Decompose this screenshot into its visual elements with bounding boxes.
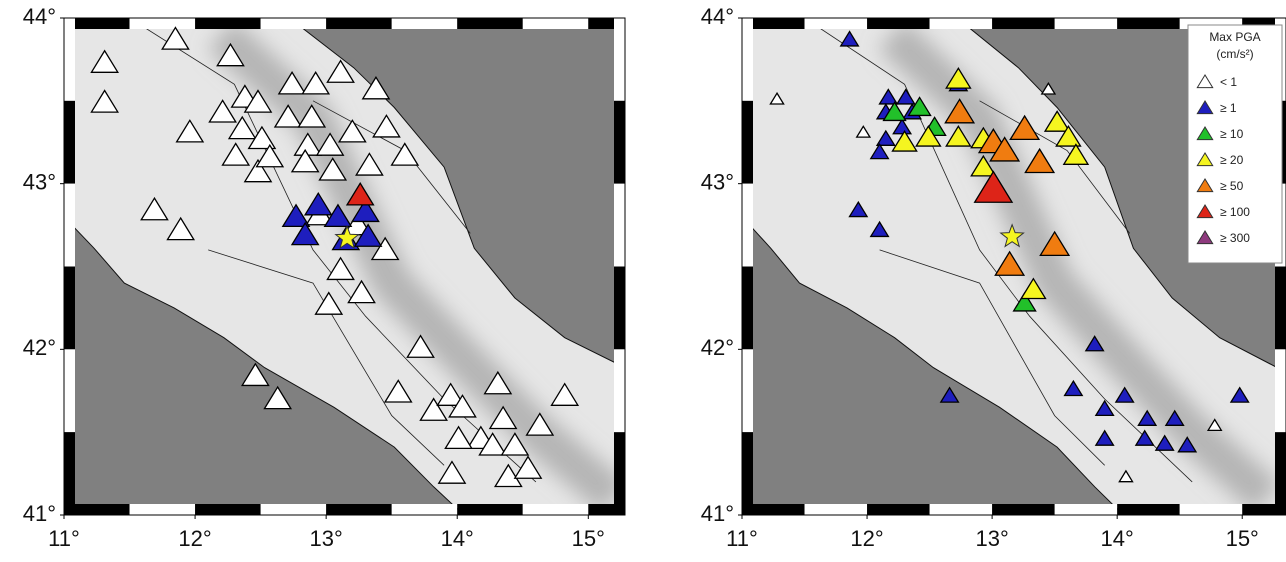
y-tick-label: 43° [23, 169, 56, 194]
frame-bar [64, 184, 75, 267]
frame-bar [64, 101, 75, 184]
frame-bar [64, 18, 75, 101]
x-tick-label: 12° [850, 526, 883, 551]
legend-label: ≥ 1 [1220, 101, 1237, 115]
legend-label: ≥ 300 [1220, 231, 1250, 245]
frame-bar [1275, 432, 1286, 515]
frame-bar [742, 184, 753, 267]
legend-label: < 1 [1220, 75, 1237, 89]
frame-bar [742, 349, 753, 432]
y-tick-label: 41° [701, 501, 734, 526]
x-tick-label: 14° [1101, 526, 1134, 551]
legend-title: Max PGA [1209, 30, 1260, 44]
legend-label: ≥ 100 [1220, 205, 1250, 219]
frame-bar [64, 432, 75, 515]
frame-bar [523, 504, 589, 515]
frame-bar [992, 18, 1055, 29]
frame-bar [614, 18, 625, 101]
y-tick-label: 43° [701, 169, 734, 194]
frame-bar [1180, 504, 1243, 515]
frame-bar [130, 18, 196, 29]
frame-bar [805, 18, 868, 29]
legend-label: ≥ 20 [1220, 153, 1244, 167]
y-tick-label: 44° [701, 4, 734, 29]
frame-bar [930, 504, 993, 515]
frame-bar [1275, 267, 1286, 350]
x-tick-label: 13° [975, 526, 1008, 551]
frame-bar [805, 504, 868, 515]
frame-bar [742, 18, 753, 101]
x-tick-label: 13° [310, 526, 343, 551]
frame-bar [326, 18, 392, 29]
frame-bar [742, 267, 753, 350]
figure: 11° 12° 13° 14° 15° 41° 42° 43° 44° 11° 12° 13° 14° 1… [0, 0, 1286, 557]
y-tick-label: 44° [23, 4, 56, 29]
frame-bar [195, 504, 261, 515]
frame-bar [1055, 504, 1118, 515]
frame-bar [614, 101, 625, 184]
x-tick-label: 11° [726, 526, 758, 551]
frame-bar [261, 504, 327, 515]
frame-bar [1275, 349, 1286, 432]
frame-bar [614, 349, 625, 432]
frame-bar [64, 349, 75, 432]
x-tick-label: 12° [178, 526, 211, 551]
frame-bar [1117, 18, 1180, 29]
frame-bar [742, 432, 753, 515]
frame-bar [867, 504, 930, 515]
frame-bar [523, 18, 589, 29]
frame-bar [867, 18, 930, 29]
frame-bar [261, 18, 327, 29]
frame-bar [392, 18, 458, 29]
x-tick-label: 15° [572, 526, 605, 551]
frame-bar [1117, 504, 1180, 515]
frame-bar [614, 432, 625, 515]
frame-bar [1055, 18, 1118, 29]
frame-bar [326, 504, 392, 515]
frame-bar [614, 267, 625, 350]
frame-bar [930, 18, 993, 29]
frame-bar [992, 504, 1055, 515]
frame-bar [457, 18, 523, 29]
x-tick-label: 11° [48, 526, 80, 551]
y-tick-label: 42° [23, 335, 56, 360]
frame-bar [614, 184, 625, 267]
frame-bar [130, 504, 196, 515]
y-tick-label: 42° [701, 335, 734, 360]
legend-label: ≥ 50 [1220, 179, 1244, 193]
legend-unit: (cm/s²) [1216, 47, 1253, 61]
y-tick-label: 41° [23, 501, 56, 526]
frame-bar [195, 18, 261, 29]
legend-label: ≥ 10 [1220, 127, 1244, 141]
frame-bar [64, 267, 75, 350]
frame-bar [742, 101, 753, 184]
legend: Max PGA (cm/s²) < 1 ≥ 1 ≥ 10 ≥ 20 ≥ 50 ≥ 100 ≥ 3… [1188, 25, 1282, 263]
x-tick-label: 14° [441, 526, 474, 551]
frame-bar [392, 504, 458, 515]
x-tick-label: 15° [1226, 526, 1259, 551]
frame-bar [457, 504, 523, 515]
